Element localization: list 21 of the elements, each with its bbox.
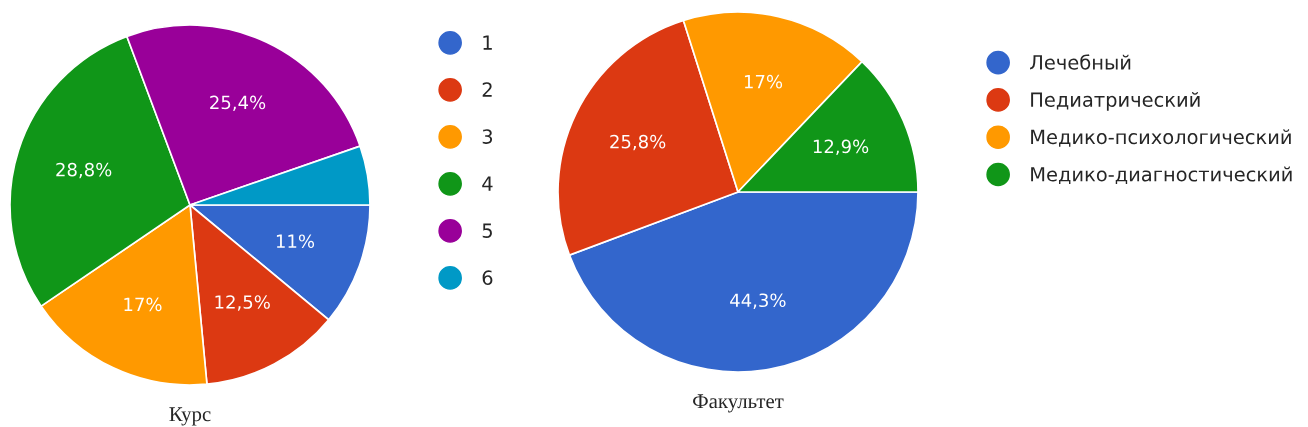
data-label: 12,5%: [215, 295, 270, 311]
data-label: 12,9%: [813, 139, 869, 156]
legend-label: Педиатрический: [1031, 92, 1200, 111]
legend-label: 6: [482, 270, 493, 285]
legend-label: Лечебный: [1030, 54, 1131, 70]
text: Курс: [169, 407, 211, 426]
legend-label: 5: [482, 223, 492, 238]
legend-label: Медико-психологический: [1031, 129, 1291, 147]
text: Факультет: [693, 394, 784, 413]
legend-label: 3: [482, 129, 493, 144]
legend-label: 2: [482, 82, 492, 97]
data-label: 44,3%: [730, 293, 786, 309]
data-label: 28,8%: [56, 162, 112, 179]
data-label: 17%: [124, 297, 162, 312]
legend-label: 4: [482, 176, 493, 191]
data-label: 25,8%: [610, 134, 666, 151]
legend-label: Медико-диагностический: [1031, 166, 1292, 184]
data-label: 17%: [744, 74, 783, 89]
legend-label: 1: [483, 35, 492, 50]
data-label: 25,4%: [210, 95, 266, 112]
data-label: 11%: [276, 234, 315, 249]
